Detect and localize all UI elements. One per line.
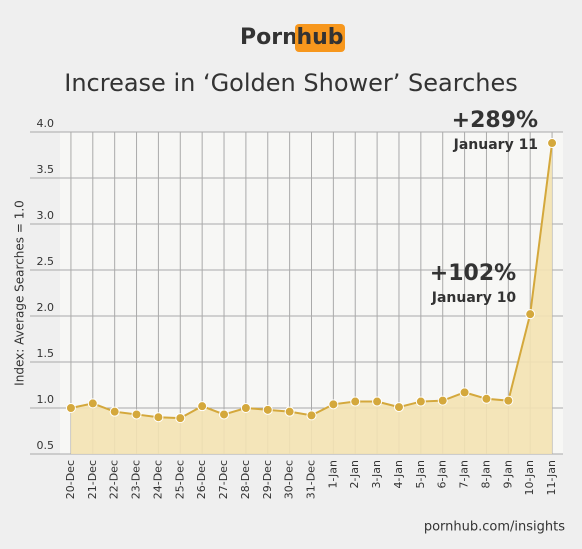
x-tick-label: 9-Jan [501,460,514,489]
area [70,143,553,455]
point [437,395,448,406]
x-tick-label: 5-Jan [414,460,427,489]
x-tick-label: 26-Dec [195,460,208,499]
x-tick-label: 11-Jan [545,460,558,496]
point [219,409,230,420]
x-tick-label: 30-Dec [283,460,296,499]
y-tick-label: 2.5 [37,255,55,268]
x-tick-label: 25-Dec [173,460,186,499]
point [503,395,514,406]
annotation-value: +102% [430,261,516,286]
point [262,404,273,415]
point [65,403,76,413]
x-tick-label: 31-Dec [305,460,318,499]
point [350,396,361,407]
point [131,409,142,420]
point [197,401,208,412]
y-tick-label: 1.5 [37,347,55,360]
annotation-date: January 11 [453,137,538,153]
point [372,396,383,407]
logo-box [295,24,345,52]
x-tick-label: 20-Dec [64,460,77,499]
point [547,138,558,149]
x-tick-label: 4-Jan [392,460,405,489]
point [393,402,404,413]
x-tick-label: 10-Jan [523,460,536,496]
y-axis-label: Index: Average Searches = 1.0 [13,200,27,386]
logo-left: Porn [240,25,298,50]
x-tick-label: 29-Dec [261,460,274,499]
point [459,387,470,398]
point [328,399,339,410]
x-tick-label: 1-Jan [326,460,339,489]
y-tick-label: 4.0 [37,117,55,130]
logo-right: hub [296,25,343,50]
point [109,406,120,417]
y-tick-label: 2.0 [37,301,55,314]
y-tick-label: 3.5 [37,163,55,176]
x-tick-label: 28-Dec [239,460,252,499]
point [153,412,164,423]
footer: pornhub.com/insights [424,520,565,535]
annotation-date: January 10 [431,290,517,306]
annotation-value: +289% [452,108,538,133]
y-tick-label: 0.5 [37,439,55,452]
point [306,410,317,421]
x-tick-label: 8-Jan [479,460,492,489]
point [415,396,426,407]
point [175,413,186,424]
x-tick-label: 3-Jan [370,460,383,489]
y-tick-label: 3.0 [37,209,55,222]
y-tick-label: 1.0 [37,393,55,406]
x-tick-label: 27-Dec [217,460,230,499]
point [87,398,98,409]
x-tick-label: 7-Jan [458,460,471,489]
x-tick-label: 21-Dec [86,460,99,499]
x-tick-label: 6-Jan [436,460,449,489]
x-tick-label: 23-Dec [130,460,143,499]
x-tick-label: 24-Dec [151,460,164,499]
point [525,309,536,320]
point [240,403,251,413]
x-tick-label: 2-Jan [348,460,361,489]
chart-title: Increase in ‘Golden Shower’ Searches [64,69,518,97]
x-tick-label: 22-Dec [108,460,121,499]
point [284,406,295,417]
point [481,393,492,404]
